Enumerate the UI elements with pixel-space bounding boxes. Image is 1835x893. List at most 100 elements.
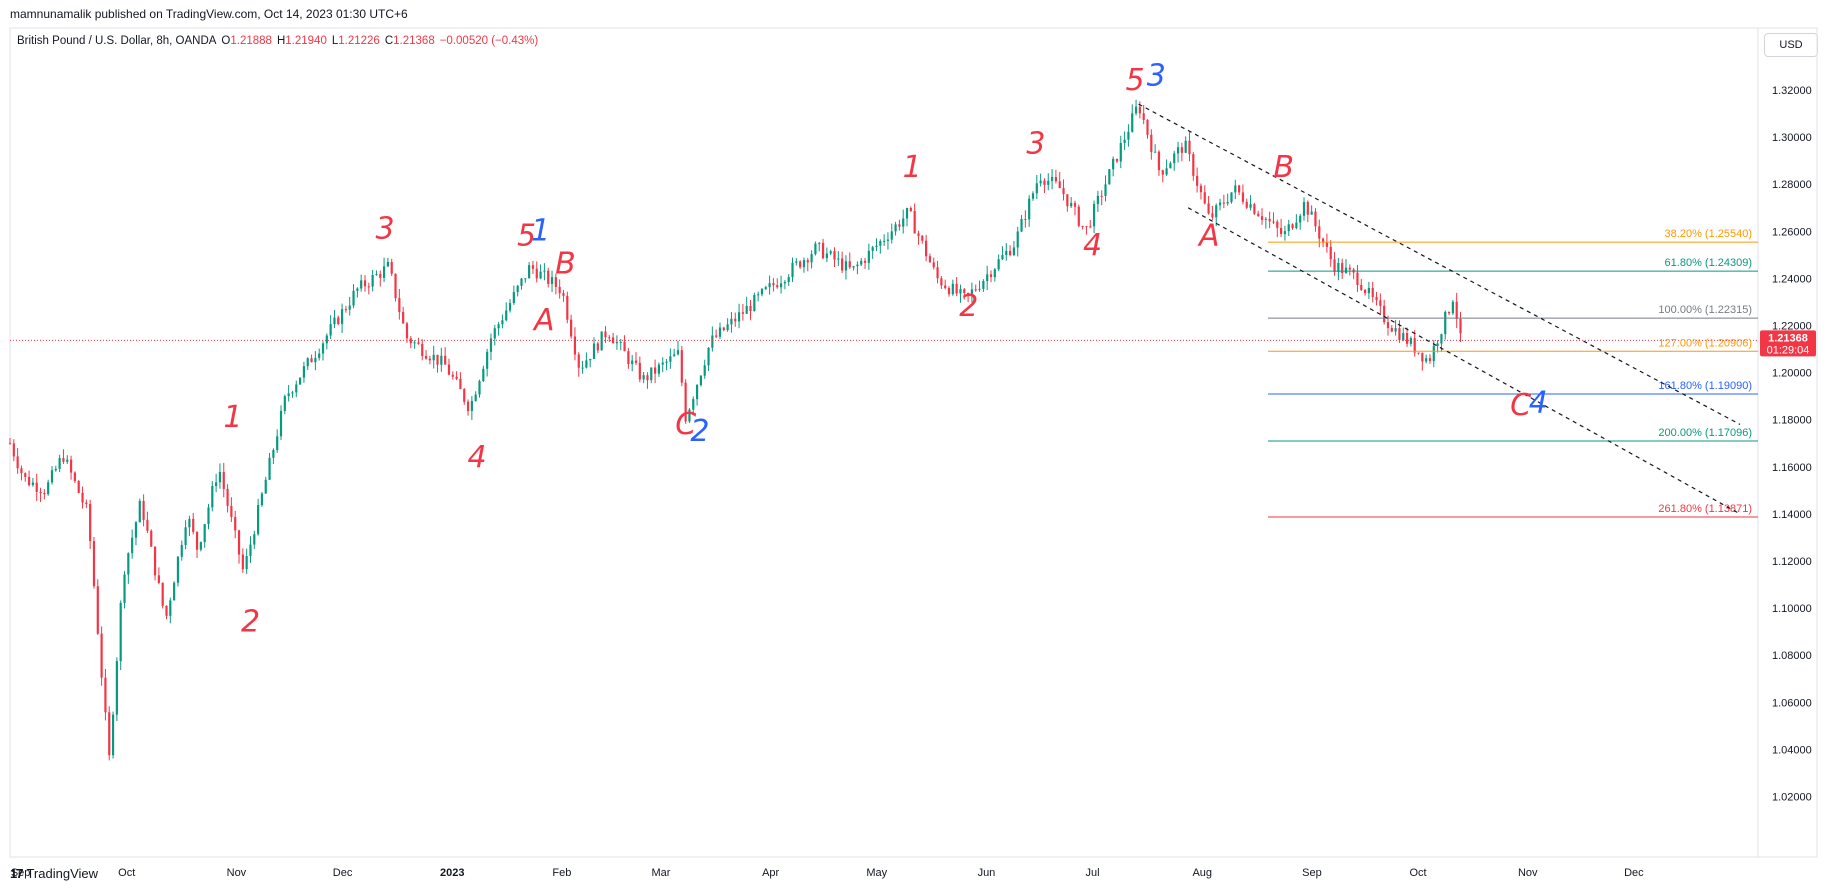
candle-body [921, 235, 924, 241]
candle-body [54, 468, 57, 471]
candle-body [1077, 206, 1080, 226]
candle-body [1447, 311, 1451, 314]
candle [573, 327, 577, 361]
candle-body [161, 582, 164, 606]
candle-body [1161, 170, 1164, 175]
x-tick-label: Apr [762, 867, 779, 879]
candle-body [8, 443, 12, 445]
candle [325, 333, 328, 350]
candle-body [1115, 158, 1119, 162]
candle [58, 454, 61, 473]
candle [799, 260, 802, 269]
candle [409, 336, 412, 349]
candle-body [799, 261, 802, 268]
candle-body [356, 288, 359, 291]
candle [1050, 168, 1054, 190]
candle [1444, 310, 1447, 340]
fib-level-label: 61.80% (1.24309) [1665, 257, 1752, 269]
candle-body [1031, 193, 1035, 199]
candle-body [352, 290, 355, 306]
candle [1073, 200, 1077, 216]
candle-body [1123, 139, 1126, 143]
candle [1383, 299, 1386, 325]
x-tick-label: Dec [1624, 867, 1644, 879]
candle-body [669, 356, 672, 362]
candle-body [69, 459, 73, 473]
candle [352, 284, 355, 309]
x-tick-label: Mar [651, 867, 670, 879]
price-tag-bg [1760, 330, 1816, 357]
x-tick-label: Jun [978, 867, 996, 879]
candle [558, 279, 561, 299]
candle-body [1299, 215, 1302, 223]
y-tick-label: 1.30000 [1772, 132, 1812, 144]
candle [1112, 156, 1115, 177]
candle [692, 396, 695, 415]
candle-body [360, 280, 363, 289]
candle [1253, 202, 1256, 215]
y-tick-label: 1.08000 [1772, 650, 1812, 662]
candle-body [58, 458, 61, 469]
candle-body [264, 479, 267, 494]
y-axis-labels: 1.32000 1.30000 1.28000 1.26000 1.24000 1.220… [1772, 85, 1812, 804]
candle-body [512, 292, 515, 304]
candle-body [417, 342, 420, 344]
candle-body [1008, 250, 1012, 256]
candle [1390, 325, 1393, 333]
candle [1092, 200, 1096, 234]
candle [932, 257, 935, 270]
candle-body [1100, 195, 1103, 197]
candle-body [501, 320, 504, 325]
candle-body [558, 286, 561, 294]
candle-body [131, 537, 134, 554]
candle [249, 536, 252, 563]
candle-body [1428, 358, 1432, 362]
candle-body [398, 298, 401, 312]
candle [8, 437, 12, 445]
candle-body [1230, 192, 1233, 203]
candle-body [1005, 250, 1008, 256]
candle [902, 209, 905, 234]
candle-body [1321, 238, 1325, 243]
candle-body [108, 712, 111, 756]
price-tag-price: 1.21368 [1768, 332, 1808, 344]
symbol-name[interactable]: British Pound / U.S. Dollar, 8h, OANDA [17, 35, 217, 47]
candle [1085, 226, 1088, 235]
candle-body [684, 382, 687, 422]
candle [707, 347, 710, 371]
candle [1012, 240, 1016, 257]
candle-body [1276, 221, 1279, 228]
candle-body [539, 271, 542, 279]
candle [844, 255, 848, 280]
candle-body [421, 343, 424, 356]
candle [1425, 354, 1428, 364]
candle [581, 360, 584, 374]
candle [344, 305, 348, 313]
candle [180, 540, 183, 561]
candle-body [24, 473, 27, 477]
candle-body [371, 274, 374, 287]
candle-body [688, 409, 691, 422]
candle [31, 477, 35, 487]
candle-body [382, 266, 386, 278]
x-tick-label: Aug [1192, 867, 1212, 879]
candle-body [650, 367, 653, 381]
candle-body [211, 486, 214, 508]
candle-body [863, 260, 867, 263]
footer-brand[interactable]: 17 TradingView [10, 866, 98, 881]
y-tick-label: 1.16000 [1772, 462, 1812, 474]
candle [818, 242, 821, 252]
candle [20, 465, 23, 481]
x-tick-label: Oct [118, 867, 135, 879]
candle [436, 354, 439, 373]
candle [890, 223, 893, 244]
candle-body [974, 289, 977, 291]
candle [1318, 219, 1321, 248]
candle-body [970, 289, 974, 294]
candle-body [314, 357, 317, 363]
y-tick-label: 1.14000 [1772, 509, 1812, 521]
candle-body [573, 336, 577, 355]
candle-body [997, 259, 1000, 270]
candle-body [318, 353, 321, 358]
